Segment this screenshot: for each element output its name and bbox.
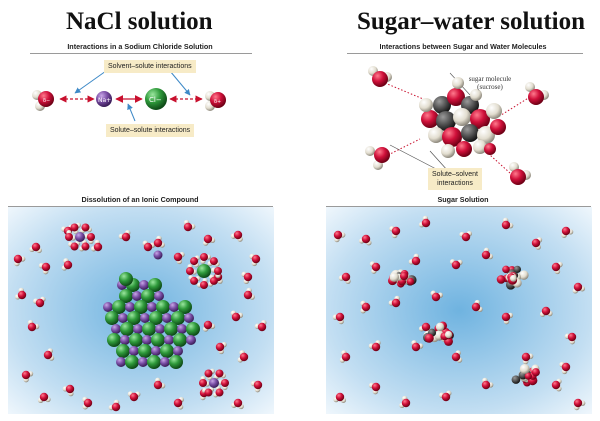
callout-line2: interactions xyxy=(437,180,473,187)
nacl-title: NaCl solution xyxy=(66,8,213,35)
sugar-title: Sugar–water solution xyxy=(357,8,586,35)
callout-arrow-top-left xyxy=(74,70,107,94)
sugar-molecule-label: sugar molecule (sucrose) xyxy=(455,75,525,91)
solute-solute-callout: Solute–solute interactions xyxy=(106,124,195,137)
sugar-label-line2: (sucrose) xyxy=(477,83,503,91)
hydrated-chloride-cluster xyxy=(186,253,222,289)
sugar-subtitle: Interactions between Sugar and Water Mol… xyxy=(379,42,547,51)
delta-right-label: δ+ xyxy=(214,99,221,105)
water-molecule-left xyxy=(32,90,54,111)
ionic-dissolution-title: Dissolution of an Ionic Compound xyxy=(81,195,199,204)
hbond-3 xyxy=(387,138,421,156)
sodium-label: Na+ xyxy=(98,97,111,104)
sugar-panel-rule xyxy=(326,206,591,207)
nacl-interaction-diagram: δ− Na+ Cl− δ+ xyxy=(32,70,226,122)
solute-solvent-callout: Solute–solvent interactions xyxy=(428,168,482,190)
sugar-solution-title: Sugar Solution xyxy=(437,195,489,204)
ionic-dissolution-panel xyxy=(8,207,274,414)
sugar-solution-panel xyxy=(326,207,592,414)
water-molecule-right xyxy=(205,91,226,111)
callout-arrow-top-right xyxy=(169,70,191,96)
chloride-ion xyxy=(145,88,167,110)
sodium-ion xyxy=(96,91,112,107)
hbond-4 xyxy=(489,154,511,174)
callout-arrow-bottom xyxy=(127,103,136,122)
sucrose-cluster-3 xyxy=(423,321,454,346)
delta-left-label: δ− xyxy=(43,98,50,104)
sucrose-molecule xyxy=(419,77,506,158)
callout-leader-1 xyxy=(389,144,441,172)
water-sugar-1 xyxy=(368,66,392,87)
hydrated-sodium-cluster-2 xyxy=(199,368,229,398)
nacl-subtitle: Interactions in a Sodium Chloride Soluti… xyxy=(67,42,213,51)
chloride-label: Cl− xyxy=(149,96,162,104)
callout-line1: Solute–solvent xyxy=(432,171,478,178)
sugar-subtitle-rule xyxy=(347,53,583,54)
water-sugar-3 xyxy=(365,146,390,170)
solvent-solute-callout: Solvent–solute interactions xyxy=(104,60,196,73)
nacl-crystal xyxy=(103,250,200,369)
sucrose-cluster-1 xyxy=(388,269,417,288)
hbond-1 xyxy=(384,82,429,102)
sugar-label-line1: sugar molecule xyxy=(468,75,512,83)
sucrose-cluster-2 xyxy=(496,265,529,290)
hydrated-sodium-cluster-1 xyxy=(65,222,95,252)
callout-leader-2 xyxy=(429,150,449,172)
sucrose-cluster-4 xyxy=(511,364,540,387)
hbond-2 xyxy=(497,96,531,118)
water-sugar-2 xyxy=(525,82,549,105)
ionic-panel-rule xyxy=(8,206,273,207)
nacl-subtitle-rule xyxy=(30,53,252,54)
water-sugar-4 xyxy=(509,162,531,185)
water-molecules-right-panel xyxy=(332,215,586,411)
sucrose-interaction-diagram xyxy=(365,66,549,185)
